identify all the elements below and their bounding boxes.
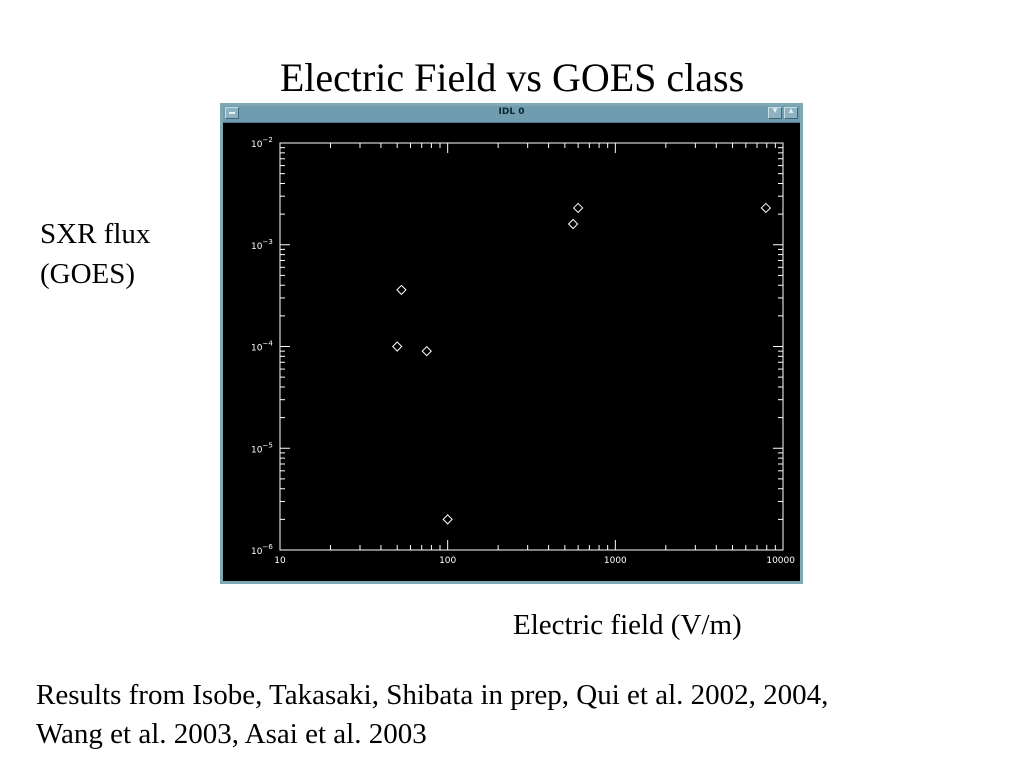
window-titlebar[interactable]: IDL 0 (223, 106, 800, 123)
references-line2: Wang et al. 2003, Asai et al. 2003 (36, 718, 427, 750)
window-menu-button[interactable] (225, 107, 239, 119)
data-point-diamond (396, 284, 407, 296)
x-tick-label: 1000 (604, 556, 627, 566)
window-title: IDL 0 (498, 107, 525, 117)
scatter-plot: 10 100 1000 10000 10−6 10−5 10−4 10−3 10−2 (251, 136, 795, 566)
x-tick-label: 10000 (766, 556, 795, 566)
x-tick-label: 10 (274, 556, 286, 566)
window-minimize-button[interactable] (768, 106, 782, 119)
y-tick-label: 10−5 (251, 441, 273, 455)
x-axis-caption: Electric field (V/m) (513, 609, 742, 641)
y-tick-label: 10−4 (251, 340, 273, 354)
y-axis-caption: SXR flux (GOES) (40, 214, 150, 294)
y-tick-label: 10−6 (251, 543, 273, 557)
x-tick-label: 100 (439, 556, 456, 566)
data-point-diamond (760, 202, 772, 214)
data-point-diamond (391, 341, 403, 352)
data-point-diamond (442, 514, 453, 525)
y-axis-caption-line2: (GOES) (40, 258, 136, 290)
window-maximize-button[interactable] (784, 106, 798, 119)
y-tick-label: 10−3 (251, 238, 273, 252)
references-caption: Results from Isobe, Takasaki, Shibata in… (36, 676, 996, 754)
data-point-diamond (567, 218, 579, 230)
y-axis-caption-line1: SXR flux (40, 218, 151, 250)
plot-frame (279, 142, 784, 551)
data-point-diamond (421, 345, 432, 357)
idl-plot-window[interactable]: IDL 0 10 100 1000 10000 10−6 10−5 10−4 10−3 10−2 (220, 103, 803, 584)
references-line1: Results from Isobe, Takasaki, Shibata in… (36, 679, 829, 711)
data-point-diamond (572, 202, 584, 214)
y-tick-label: 10−2 (251, 136, 273, 150)
slide-title: Electric Field vs GOES class (279, 55, 745, 100)
